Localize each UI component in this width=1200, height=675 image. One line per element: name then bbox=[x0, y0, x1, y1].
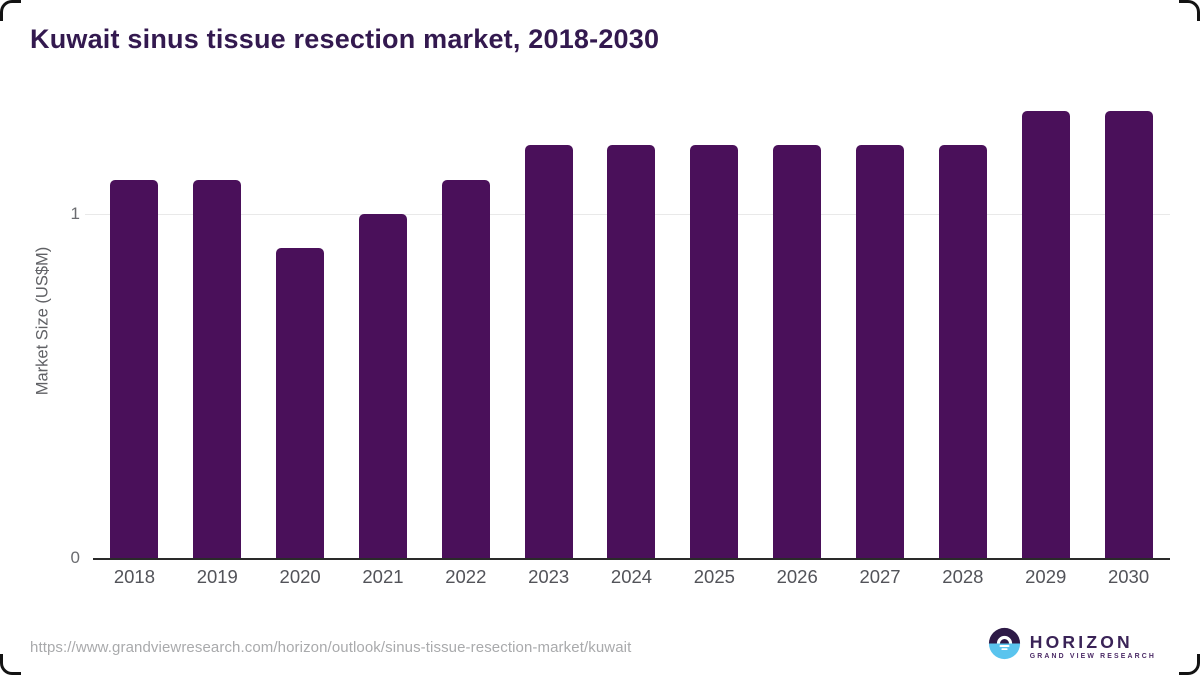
bar-column-2029 bbox=[1004, 85, 1087, 558]
bar-column-2019 bbox=[176, 85, 259, 558]
bar-2023[interactable] bbox=[524, 145, 573, 558]
bar-column-2022 bbox=[424, 85, 507, 558]
bar-2019[interactable] bbox=[193, 179, 242, 558]
bar-2021[interactable] bbox=[358, 214, 407, 558]
bar-column-2026 bbox=[756, 85, 839, 558]
bar-column-2024 bbox=[590, 85, 673, 558]
x-tick-label-2030: 2030 bbox=[1107, 566, 1150, 587]
bars-row bbox=[93, 85, 1170, 558]
bar-column-2018 bbox=[93, 85, 176, 558]
chart-title: Kuwait sinus tissue resection market, 20… bbox=[30, 24, 660, 54]
x-tick-label-2027: 2027 bbox=[859, 566, 901, 587]
x-tick-label-2029: 2029 bbox=[1025, 566, 1067, 587]
source-url: https://www.grandviewresearch.com/horizo… bbox=[30, 639, 632, 656]
bar-column-2030 bbox=[1087, 85, 1170, 558]
bar-2024[interactable] bbox=[607, 145, 656, 558]
horizon-logo-subtitle: GRAND VIEW RESEARCH bbox=[1029, 652, 1156, 660]
bar-2020[interactable] bbox=[276, 248, 325, 558]
bar-2022[interactable] bbox=[441, 179, 490, 558]
screen-corner-top-right bbox=[1179, 0, 1200, 21]
y-tick-label-0: 0 bbox=[70, 548, 80, 567]
footer: https://www.grandviewresearch.com/horizo… bbox=[0, 613, 1200, 675]
bar-column-2020 bbox=[259, 85, 342, 558]
x-tick-label-2028: 2028 bbox=[942, 566, 984, 587]
x-tick-label-2019: 2019 bbox=[196, 566, 238, 587]
bar-2018[interactable] bbox=[110, 179, 159, 558]
bar-2029[interactable] bbox=[1021, 110, 1070, 558]
x-tick-label-2022: 2022 bbox=[445, 566, 487, 587]
bar-column-2028 bbox=[921, 85, 1004, 558]
horizon-logo-text-block: HORIZON GRAND VIEW RESEARCH bbox=[1030, 633, 1156, 660]
x-tick-label-2025: 2025 bbox=[693, 566, 735, 587]
y-tick-label-1: 1 bbox=[70, 204, 80, 223]
x-tick-label-2026: 2026 bbox=[776, 566, 818, 587]
bar-column-2023 bbox=[507, 85, 590, 558]
bar-2027[interactable] bbox=[856, 145, 905, 558]
horizon-logo[interactable]: HORIZON GRAND VIEW RESEARCH bbox=[988, 627, 1156, 665]
plot-area bbox=[85, 85, 1170, 560]
x-tick-label-2024: 2024 bbox=[610, 566, 653, 587]
bar-column-2025 bbox=[673, 85, 756, 558]
screen-corner-top-left bbox=[0, 0, 21, 21]
bar-2028[interactable] bbox=[938, 145, 987, 558]
bar-2030[interactable] bbox=[1104, 110, 1153, 558]
horizon-logo-name: HORIZON bbox=[1029, 631, 1133, 652]
x-tick-label-2018: 2018 bbox=[113, 566, 155, 587]
bar-2025[interactable] bbox=[690, 145, 739, 558]
horizon-logo-icon bbox=[988, 627, 1021, 665]
bar-2026[interactable] bbox=[773, 145, 822, 558]
bar-column-2021 bbox=[342, 85, 425, 558]
x-tick-label-2023: 2023 bbox=[528, 566, 570, 587]
x-tick-label-2020: 2020 bbox=[279, 566, 321, 587]
bar-column-2027 bbox=[839, 85, 922, 558]
x-tick-label-2021: 2021 bbox=[362, 566, 404, 587]
x-axis-labels: 2018 2019 2020 2021 2022 2023 2024 2025 2026 2027… bbox=[93, 566, 1170, 588]
